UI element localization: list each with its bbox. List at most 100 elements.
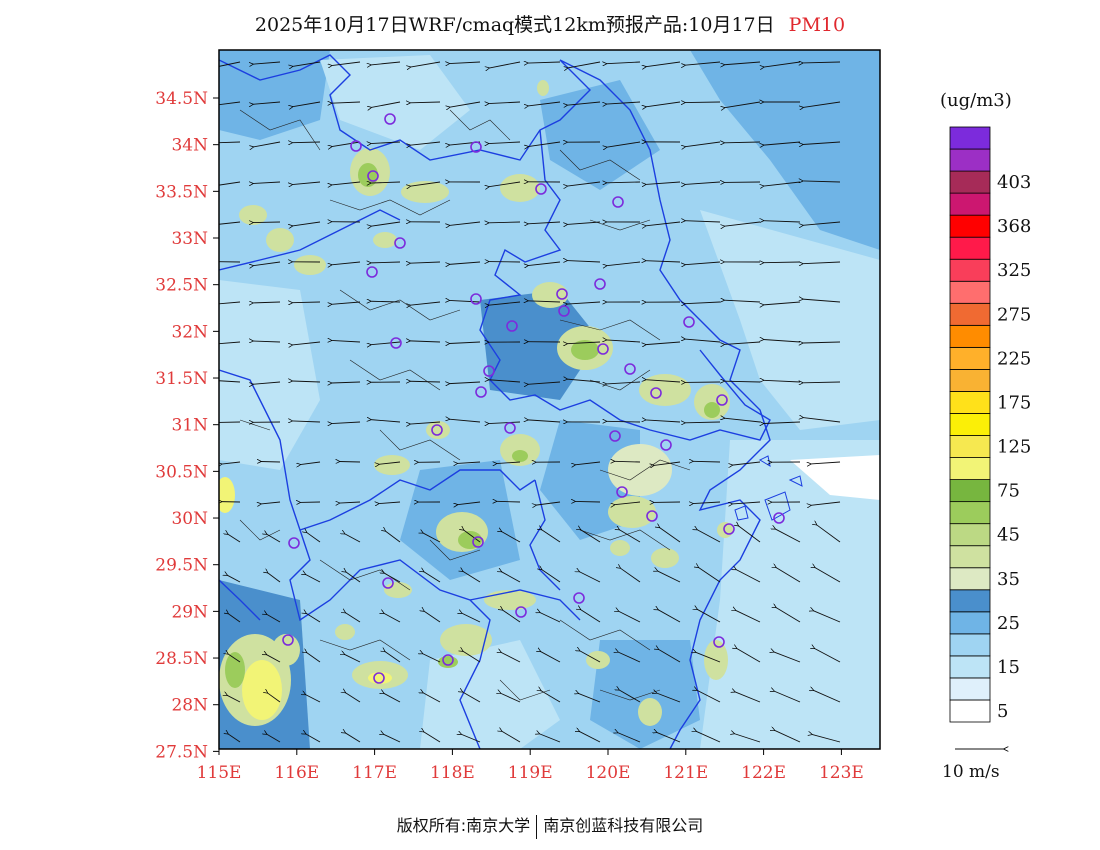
wind-arrow xyxy=(539,734,561,743)
wind-arrow xyxy=(656,693,681,703)
wind-arrow xyxy=(698,567,721,583)
station-marker xyxy=(504,422,516,434)
wind-arrow xyxy=(300,461,321,465)
wind-arrow xyxy=(410,61,441,67)
wind-arrow xyxy=(803,101,841,107)
wind-arrow xyxy=(568,61,601,68)
wind-arrow xyxy=(449,382,481,384)
station-marker xyxy=(650,387,662,399)
wind-arrow xyxy=(763,422,801,424)
colorbar-swatch xyxy=(949,523,991,547)
lon-tick-label: 117E xyxy=(352,763,397,783)
colorbar: 5 15 25 35 45 75 125 175 225 275 325 368 403 xyxy=(949,126,1031,723)
wind-arrow xyxy=(541,691,561,703)
wind-arrow xyxy=(371,61,401,65)
colorbar-swatch xyxy=(949,699,991,723)
wind-arrow xyxy=(814,648,841,663)
wind-arrow xyxy=(449,342,481,344)
colorbar-swatch xyxy=(949,346,991,370)
wind-arrow xyxy=(331,382,361,383)
wind-arrow xyxy=(724,221,761,226)
wind-arrow xyxy=(489,380,521,383)
wind-arrow xyxy=(685,102,721,103)
colorbar-swatch xyxy=(949,324,991,348)
wind-arrow xyxy=(379,502,401,504)
station-marker xyxy=(515,606,527,618)
wind-arrow xyxy=(371,341,401,345)
wind-arrow xyxy=(737,648,761,663)
wind-arrow xyxy=(774,691,801,703)
colorbar-swatch xyxy=(949,589,991,613)
wind-arrow xyxy=(620,568,641,583)
wind-arrow xyxy=(724,418,761,423)
wind-arrow xyxy=(268,573,281,583)
wind-arrow xyxy=(267,734,281,743)
wind-arrow xyxy=(228,534,241,543)
colorbar-label: 225 xyxy=(997,348,1031,369)
wind-arrow xyxy=(815,567,841,583)
wind-arrow xyxy=(345,733,361,743)
station-marker xyxy=(506,320,518,332)
title-species: PM10 xyxy=(788,14,846,36)
station-marker xyxy=(609,430,621,442)
wind-arrow xyxy=(501,652,521,663)
wind-arrow xyxy=(501,693,521,703)
wind-arrow xyxy=(332,141,361,147)
wind-arrow xyxy=(253,61,281,64)
colorbar-label: 45 xyxy=(997,525,1020,546)
station-marker xyxy=(350,140,362,152)
wind-arrow xyxy=(292,341,321,345)
wind-arrow xyxy=(724,341,761,344)
wind-arrow xyxy=(253,381,281,384)
monitoring-stations xyxy=(282,113,785,684)
wind-arrow xyxy=(331,102,361,103)
wind-arrow xyxy=(410,181,441,186)
station-marker xyxy=(472,536,484,548)
wind-arrow xyxy=(384,613,401,623)
wind-arrow xyxy=(371,420,401,423)
station-marker xyxy=(431,424,443,436)
wind-arrow xyxy=(567,379,601,383)
wind-arrow xyxy=(306,613,321,623)
wind-arrow xyxy=(344,654,361,663)
colorbar-label: 15 xyxy=(997,657,1020,678)
wind-arrow xyxy=(497,501,521,502)
colorbar-swatch xyxy=(949,214,991,238)
wind-arrow xyxy=(292,142,321,143)
station-marker xyxy=(646,510,658,522)
lat-tick-label: 30N xyxy=(171,509,208,529)
station-marker xyxy=(713,636,725,648)
wind-arrow xyxy=(736,570,761,583)
station-marker xyxy=(470,293,482,305)
wind-arrow xyxy=(685,221,721,222)
wind-arrow xyxy=(646,380,681,383)
wind-arrow xyxy=(371,142,401,144)
wind-arrow xyxy=(371,301,401,302)
wind-arrow xyxy=(410,102,441,103)
lat-tick-label: 32.5N xyxy=(155,276,208,296)
wind-arrow xyxy=(219,341,241,345)
wind-arrow xyxy=(457,501,481,505)
wind-arrow xyxy=(567,261,601,262)
wind-arrow xyxy=(567,301,601,304)
station-marker xyxy=(483,365,495,377)
colorbar-swatch xyxy=(949,479,991,503)
wind-arrow xyxy=(346,572,361,583)
colorbar-label: 403 xyxy=(997,172,1031,193)
wind-arrow xyxy=(489,422,521,424)
station-marker xyxy=(475,386,487,398)
wind-arrow xyxy=(607,261,641,266)
wind-arrow xyxy=(228,614,241,623)
station-marker xyxy=(384,113,396,125)
wind-arrow xyxy=(307,653,321,663)
wind-arrow xyxy=(267,534,281,543)
concentration-field xyxy=(219,50,880,749)
wind-arrow xyxy=(410,262,441,263)
wind-arrow xyxy=(292,381,321,382)
title-main: 2025年10月17日WRF/cmaq模式12km预报产品:10月17日 xyxy=(254,14,775,36)
wind-arrow xyxy=(542,569,561,583)
wind-arrow xyxy=(371,221,401,226)
station-marker xyxy=(716,394,728,406)
wind-arrow xyxy=(253,261,281,266)
lon-tick-label: 122E xyxy=(741,763,786,783)
